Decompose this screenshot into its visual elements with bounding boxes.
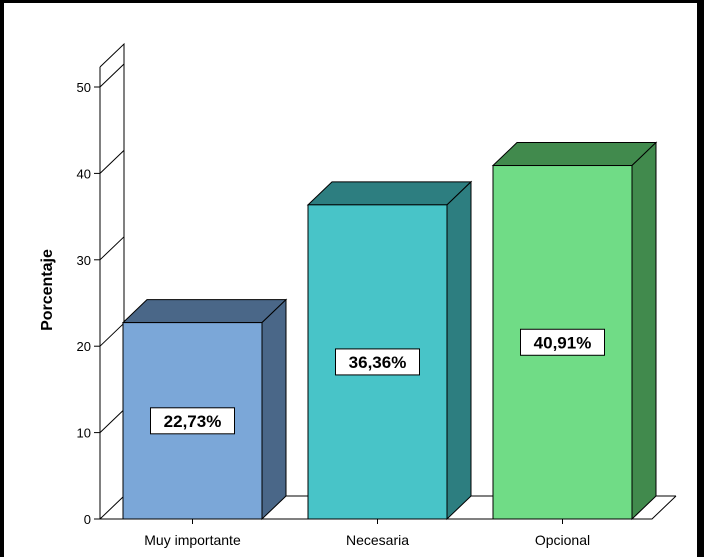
y-tick-label: 40: [77, 166, 91, 181]
y-tick-label: 20: [77, 339, 91, 354]
bar-side: [261, 298, 287, 521]
y-tick-label: 0: [84, 512, 91, 527]
data-label-box: [335, 348, 420, 376]
y-tick-depth: [99, 495, 125, 520]
data-label-text: 40,91%: [534, 333, 592, 352]
bar-top: [121, 299, 288, 324]
data-label-box: [150, 407, 235, 435]
data-label: 36,36%: [335, 348, 420, 376]
y-axis: 0 10 20 30 40 50: [77, 63, 125, 527]
y-tick-label: 30: [77, 253, 91, 268]
bar-top: [306, 181, 473, 206]
bar: [121, 298, 288, 521]
data-label-text: 36,36%: [349, 353, 407, 372]
y-axis-label: Porcentaje: [39, 249, 56, 331]
bar-top: [491, 142, 658, 167]
y-tick-depth: [99, 236, 125, 261]
data-label: 40,91%: [520, 328, 605, 356]
y-tick-label: 10: [77, 426, 91, 441]
bar-side: [631, 141, 657, 521]
data-labels: 22,73% 36,36% 40,91%: [150, 328, 605, 435]
y-tick-depth: [99, 63, 125, 88]
data-label-box: [520, 328, 605, 356]
x-axis-categories: Muy importante Necesaria Opcional: [144, 519, 590, 548]
x-category-label: Necesaria: [346, 532, 409, 548]
x-category-label: Opcional: [535, 532, 590, 548]
y-tick-depth: [99, 322, 125, 347]
y-tick-depth: [99, 409, 125, 433]
x-category-label: Muy importante: [144, 532, 241, 548]
y-tick-label: 50: [77, 80, 91, 95]
bar-side: [446, 180, 472, 521]
floor-edges: [100, 495, 677, 520]
data-label-text: 22,73%: [164, 412, 222, 431]
y-tick-depth: [99, 150, 125, 174]
data-label: 22,73%: [150, 407, 235, 435]
